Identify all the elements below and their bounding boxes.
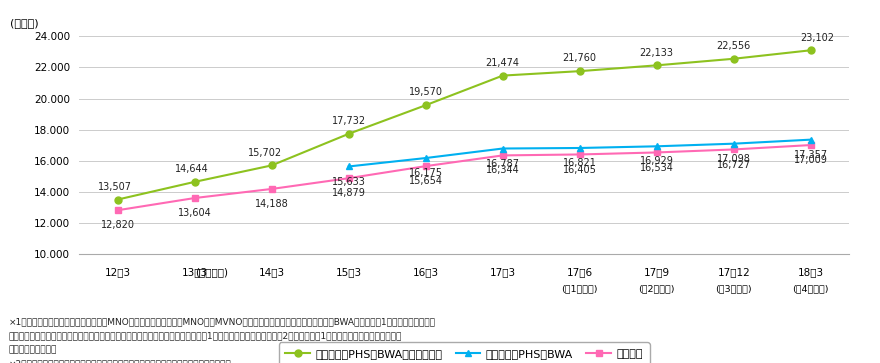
Text: 17・6: 17・6 [567, 267, 593, 277]
Text: 14,188: 14,188 [255, 199, 289, 209]
Text: 16,929: 16,929 [640, 156, 673, 166]
Text: 16,727: 16,727 [716, 159, 751, 170]
Text: (ㅨ2四半期): (ㅨ2四半期) [639, 285, 675, 294]
Text: ×2　過去の数値については、事業者報告の修正があったため、昨年の公表値とは異なる。: ×2 過去の数値については、事業者報告の修正があったため、昨年の公表値とは異なる… [9, 359, 231, 363]
Text: 15・3: 15・3 [335, 267, 362, 277]
Text: 16,175: 16,175 [408, 168, 443, 178]
Text: 14,644: 14,644 [175, 164, 209, 174]
Text: 13・3: 13・3 [181, 267, 208, 277]
Text: 16,787: 16,787 [486, 159, 520, 168]
Text: 21,474: 21,474 [486, 58, 520, 68]
Legend: 携帯電話・PHS・BWA（単純合算）, 携帯電話・PHS・BWA, 携帯電話: 携帯電話・PHS・BWA（単純合算）, 携帯電話・PHS・BWA, 携帯電話 [279, 342, 649, 363]
Text: (ㅨ1四半期): (ㅨ1四半期) [561, 285, 598, 294]
Text: 13,507: 13,507 [98, 182, 132, 192]
Text: 15,702: 15,702 [247, 148, 282, 158]
Text: (ㅨ4四半期): (ㅨ4四半期) [793, 285, 829, 294]
Text: 15,654: 15,654 [408, 176, 443, 186]
Text: 17・3: 17・3 [489, 267, 516, 277]
Text: 16,534: 16,534 [640, 163, 673, 172]
Text: 12・3: 12・3 [105, 267, 131, 277]
Text: 16,405: 16,405 [563, 164, 597, 175]
Text: 21,760: 21,760 [562, 53, 597, 64]
Text: 22,133: 22,133 [640, 48, 674, 58]
Text: 18・3: 18・3 [797, 267, 824, 277]
Text: 23,102: 23,102 [801, 33, 834, 42]
Text: で自社サービスと併せて提供する場合、実態と乖離したものとならないよう、1つの携帯電話端末等について2契約ではなく1契約としてカウントするように: で自社サービスと併せて提供する場合、実態と乖離したものとならないよう、1つの携帯… [9, 331, 402, 340]
Text: (ㅨ3四半期): (ㅨ3四半期) [715, 285, 752, 294]
Text: 14・3: 14・3 [259, 267, 285, 277]
Text: ×1　「グループ内取引調整後」とは、MNOが、同一グループ内のMNOからMVNOの立場として提供を受けた携帯電話やBWAサービスを1つの携帯電話端末等: ×1 「グループ内取引調整後」とは、MNOが、同一グループ内のMNOからMVNO… [9, 318, 436, 327]
Text: 17,732: 17,732 [332, 116, 366, 126]
Text: 13,604: 13,604 [178, 208, 211, 218]
Text: 15,633: 15,633 [332, 176, 365, 187]
Text: 22,556: 22,556 [716, 41, 751, 51]
Text: 調整したもの。: 調整したもの。 [9, 345, 57, 354]
Text: 17,009: 17,009 [794, 155, 827, 165]
Text: 14,879: 14,879 [332, 188, 365, 198]
Text: 16,344: 16,344 [486, 166, 519, 175]
Text: 17・9: 17・9 [643, 267, 670, 277]
Text: 16・3: 16・3 [413, 267, 439, 277]
Text: 19,570: 19,570 [408, 87, 443, 98]
Text: 12,820: 12,820 [100, 220, 135, 230]
Text: 17,357: 17,357 [794, 150, 828, 160]
Text: 17,098: 17,098 [717, 154, 751, 164]
Text: 16,821: 16,821 [563, 158, 597, 168]
Text: (年・月末): (年・月末) [195, 267, 229, 277]
Text: 17・12: 17・12 [717, 267, 750, 277]
Text: (万契約): (万契約) [10, 17, 39, 28]
